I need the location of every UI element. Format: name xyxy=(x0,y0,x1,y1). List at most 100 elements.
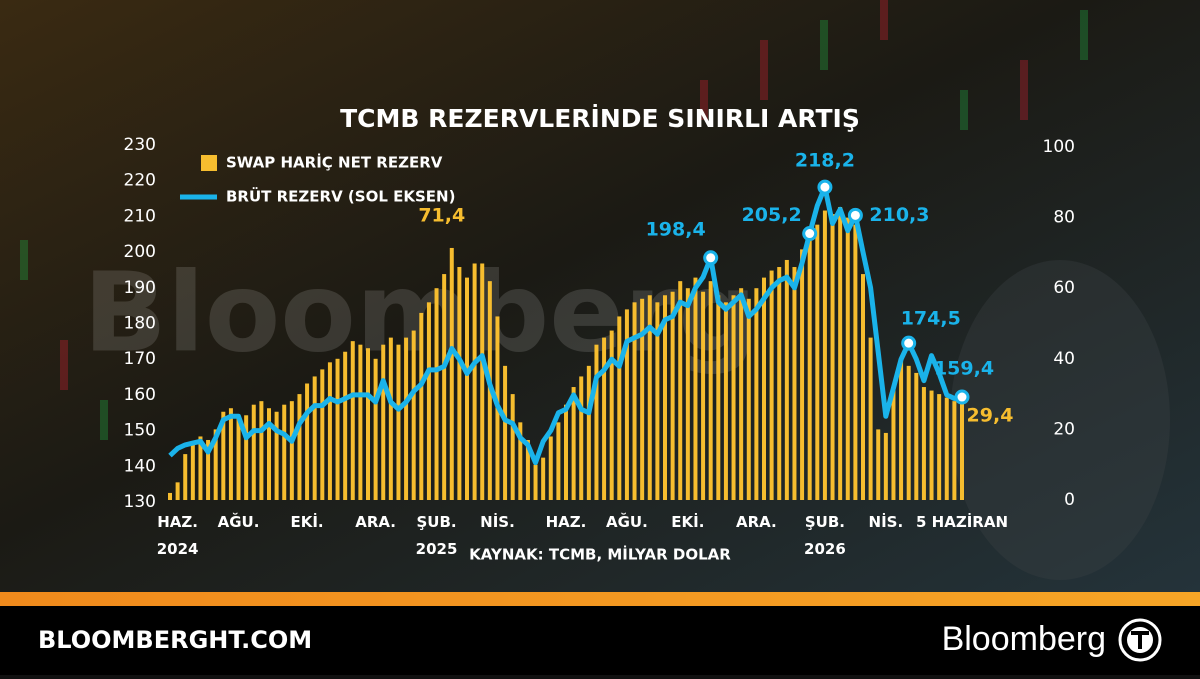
legend-swatch xyxy=(201,155,217,171)
bar xyxy=(503,365,508,500)
logo xyxy=(1118,618,1162,662)
x-tick-label: HAZ. xyxy=(546,513,587,531)
bar xyxy=(678,281,683,500)
bar xyxy=(457,267,462,500)
bar xyxy=(868,337,873,500)
bar xyxy=(350,341,355,500)
bar xyxy=(655,302,660,500)
bar xyxy=(228,408,233,500)
bar xyxy=(541,457,546,500)
bar xyxy=(221,411,226,500)
bar xyxy=(183,454,188,500)
bar xyxy=(853,224,858,500)
bar xyxy=(274,411,279,500)
bar xyxy=(929,390,934,500)
bar xyxy=(906,365,911,500)
bar xyxy=(404,337,409,500)
y2-tick-label: 100 xyxy=(1043,137,1075,157)
bar xyxy=(670,291,675,500)
bar xyxy=(830,214,835,500)
bar xyxy=(944,397,949,500)
decoration xyxy=(20,0,1170,580)
x-tick-label: EKİ. xyxy=(671,512,704,531)
x-tick-label: HAZ. 2024 xyxy=(157,513,199,558)
bar xyxy=(708,281,713,500)
bar xyxy=(564,404,568,500)
bar xyxy=(663,295,667,500)
y-tick-label: 190 xyxy=(124,278,156,298)
x-tick-label: AĞU. xyxy=(606,512,648,531)
bar xyxy=(647,295,652,500)
y2-tick-label: 40 xyxy=(1053,349,1075,369)
bar xyxy=(777,267,782,500)
bar xyxy=(556,422,561,500)
line-value-label: 159,4 xyxy=(934,358,994,380)
y-tick-label: 140 xyxy=(124,456,156,476)
line-value-label: 218,2 xyxy=(795,150,855,172)
line-value-label: 174,5 xyxy=(901,308,961,330)
line-value-label: 205,2 xyxy=(742,204,802,226)
bar xyxy=(960,396,964,500)
y-tick-label: 180 xyxy=(124,314,156,334)
bar xyxy=(442,274,447,500)
bar xyxy=(244,415,249,500)
line-point xyxy=(802,226,818,242)
bar xyxy=(236,415,241,500)
bar xyxy=(289,401,294,500)
x-tick-label: AĞU. xyxy=(218,512,260,531)
bar xyxy=(731,295,736,500)
y-tick-label: 220 xyxy=(124,171,156,191)
bar xyxy=(343,351,348,500)
bar xyxy=(510,394,515,500)
line-point xyxy=(954,389,970,405)
bar xyxy=(327,362,332,500)
bar xyxy=(518,422,523,500)
bar xyxy=(739,288,744,500)
bar xyxy=(312,376,317,500)
line-value-label: 210,3 xyxy=(869,204,929,226)
y-tick-label: 150 xyxy=(124,421,156,441)
bar xyxy=(320,369,325,500)
bar xyxy=(784,259,789,500)
bar xyxy=(206,439,211,500)
bar xyxy=(571,387,576,500)
y-tick-label: 170 xyxy=(124,349,156,369)
bar xyxy=(480,263,485,500)
bar-value-label: 29,4 xyxy=(967,405,1014,427)
y2-tick-label: 80 xyxy=(1053,208,1075,228)
bar xyxy=(822,210,827,501)
x-tick-label: EKİ. xyxy=(290,512,323,531)
bar xyxy=(845,217,850,500)
y-tick-label: 130 xyxy=(124,492,156,512)
bar xyxy=(411,330,416,500)
bar xyxy=(746,298,751,500)
bar xyxy=(198,436,203,500)
bar xyxy=(381,344,386,500)
bar xyxy=(952,401,957,500)
bar xyxy=(396,344,401,500)
bar xyxy=(624,309,629,500)
bar xyxy=(632,302,637,500)
bar xyxy=(602,337,607,500)
bar xyxy=(373,358,378,500)
x-tick-label: ŞUB. 2026 xyxy=(804,513,846,558)
bar xyxy=(358,344,363,500)
bar xyxy=(426,302,431,500)
y2-tick-label: 20 xyxy=(1053,419,1075,439)
bar xyxy=(861,274,865,500)
bar xyxy=(838,207,843,500)
bar xyxy=(685,288,690,500)
bar xyxy=(617,316,622,500)
bar xyxy=(640,298,645,500)
bar xyxy=(937,394,942,500)
bar xyxy=(213,429,218,500)
x-tick-label: 5 HAZİRAN xyxy=(916,512,1008,531)
x-tick-label: ŞUB. 2025 xyxy=(416,513,458,558)
bar xyxy=(190,443,195,500)
bar xyxy=(899,358,904,500)
line-point xyxy=(703,250,719,266)
bar xyxy=(594,344,599,500)
bar xyxy=(815,224,820,500)
bar xyxy=(762,277,766,500)
